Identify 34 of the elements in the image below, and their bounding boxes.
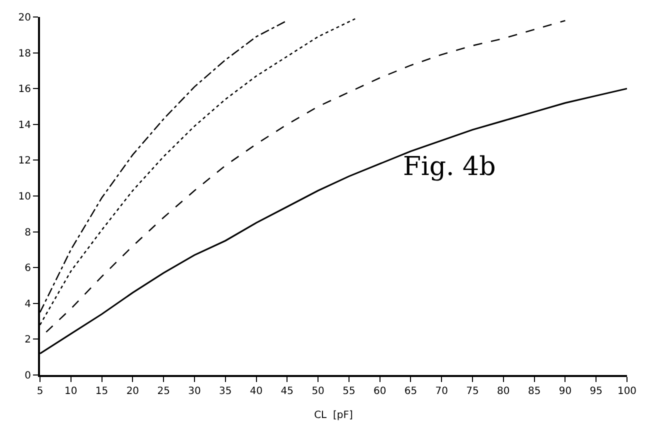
x-tick-label: 40 [250, 386, 263, 397]
y-tick-label: 10 [18, 192, 31, 202]
x-tick-label: 85 [528, 386, 541, 397]
x-tick-label: 15 [95, 386, 108, 397]
x-tick-label: 10 [64, 386, 78, 397]
x-tick-label: 70 [435, 386, 448, 397]
y-tick-label: 6 [24, 263, 31, 274]
x-axis-title: CL [pF] [314, 410, 353, 421]
x-tick-label: 30 [188, 386, 201, 397]
y-tick-label: 0 [24, 370, 31, 382]
x-tick-label: 55 [342, 386, 356, 397]
x-tick-label: 35 [219, 386, 232, 397]
line-series [46, 20, 566, 333]
x-tick-label: 45 [280, 386, 294, 397]
x-tick-label: 75 [466, 386, 479, 397]
x-tick-label: 20 [126, 386, 140, 397]
y-tick-label: 14 [18, 120, 31, 131]
y-tick-label: 2 [24, 334, 31, 346]
y-tick-label: 20 [18, 12, 31, 24]
x-tick-label: 5 [36, 386, 44, 397]
annotation: Fig. 4b [403, 152, 496, 182]
x-tick-label: 80 [497, 386, 510, 397]
x-tick-label: 95 [590, 386, 602, 397]
y-tick-label: 8 [24, 227, 31, 238]
x-tick-label: 50 [312, 386, 324, 397]
y-tick-label: 16 [18, 84, 31, 96]
y-tick-label: 4 [24, 298, 31, 310]
y-tick-label: 12 [18, 156, 31, 167]
x-tick-label: 65 [404, 386, 418, 397]
x-tick-label: 100 [617, 386, 637, 397]
x-tick-label: 90 [558, 386, 572, 397]
y-tick-label: 18 [18, 48, 31, 60]
x-tick-label: 25 [157, 386, 170, 397]
x-tick-label: 60 [373, 386, 386, 397]
